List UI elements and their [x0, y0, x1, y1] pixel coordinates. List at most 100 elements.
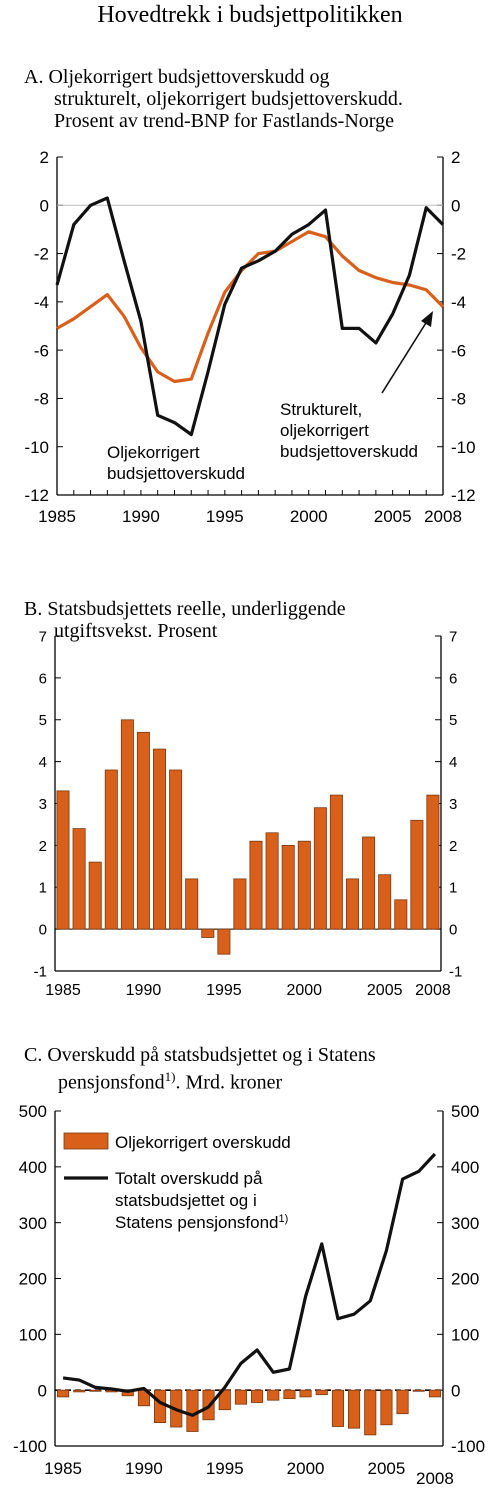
chart-b-bar: [426, 794, 440, 930]
chart-c-ytick-label-right: 0: [451, 1381, 460, 1400]
chart-b-ytick-label-left: 6: [39, 670, 47, 687]
chart-a-ytick-label-right: -6: [451, 341, 466, 360]
chart-b-bar: [249, 840, 263, 930]
chart-c-bar: [299, 1389, 312, 1398]
chart-c-bar: [380, 1389, 393, 1426]
chart-b-ytick-label-left: 4: [39, 754, 47, 771]
chart-b-xtick-label: 2000: [286, 982, 322, 999]
chart-c-bar: [412, 1389, 425, 1392]
chart-c-title-line-2: pensjonsfond: [58, 1071, 165, 1094]
chart-c-legend-line-label-2: statsbudsjettet og i: [115, 1191, 257, 1210]
chart-a-xtick-label: 2000: [290, 507, 328, 526]
chart-c-xtick-label: 2000: [287, 1459, 325, 1478]
chart-b-bar: [394, 899, 408, 930]
chart-a-ytick-label-right: -12: [451, 486, 476, 505]
chart-a-ytick-label-right: -4: [451, 293, 466, 312]
chart-c-title: C. Overskudd på statsbudsjettet og i Sta…: [24, 1044, 376, 1094]
chart-c-ytick-label-left: 400: [19, 1158, 47, 1177]
chart-b-bar: [152, 748, 166, 930]
chart-c-ytick-label-right: -100: [451, 1437, 485, 1456]
chart-c-bar: [234, 1389, 248, 1405]
chart-b-bar: [345, 878, 359, 930]
chart-a-ytick-label-right: -8: [451, 390, 466, 409]
chart-a-ytick-label-left: -12: [24, 486, 49, 505]
chart-c-xtick-label: 1990: [125, 1459, 163, 1478]
chart-a-xtick-label: 1990: [122, 507, 160, 526]
chart-a-series-label-1a: Oljekorrigert: [107, 443, 200, 462]
chart-a-series-label-2c: budsjettoverskudd: [280, 442, 418, 461]
chart-c-ytick-label-right: 500: [451, 1102, 479, 1121]
chart-c-bar: [331, 1389, 344, 1427]
chart-b-bar: [281, 845, 295, 930]
chart-c-ytick-label-left: 100: [19, 1325, 47, 1344]
chart-a-ytick-label-right: 2: [451, 148, 460, 167]
chart-a-ytick-label-left: 2: [40, 148, 49, 167]
chart-a-title-line-3: Prosent av trend-BNP for Fastlands-Norge: [54, 110, 394, 132]
chart-b-ytick-label-left: 5: [39, 712, 47, 729]
chart-a-title-line-2: strukturelt, oljekorrigert budsjettovers…: [54, 88, 403, 110]
chart-c-legend-line-label-3: Statens pensjonsfond1): [115, 1213, 288, 1232]
chart-b-bar: [72, 828, 86, 930]
chart-b-ytick-label-right: 6: [449, 670, 457, 687]
chart-c-xtick-label: 1985: [44, 1459, 82, 1478]
chart-b-xtick-label: 2008: [415, 982, 451, 999]
chart-c-bar: [73, 1389, 86, 1393]
chart-a-ytick-label-left: -4: [34, 293, 49, 312]
chart-b-bar: [104, 769, 118, 930]
chart-b-bar: [329, 794, 343, 930]
chart-c-ytick-label-right: 300: [451, 1214, 479, 1233]
chart-b-title: B. Statsbudsjettets reelle, underliggend…: [24, 598, 346, 642]
page-title: Hovedtrekk i budsjettpolitikken: [97, 2, 403, 28]
chart-b-title-line-2: utgiftsvekst. Prosent: [54, 620, 218, 642]
chart-c-title-line-2-suffix: . Mrd. kroner: [175, 1071, 283, 1094]
chart-c-xtick-label: 2005: [368, 1459, 406, 1478]
chart-c-title-footnote: 1): [164, 1069, 176, 1084]
chart-b-bar: [233, 878, 247, 930]
chart-b-bar: [362, 836, 376, 930]
chart-c-bar: [396, 1389, 409, 1415]
chart-b-ytick-label-right: 7: [449, 628, 457, 645]
chart-b-ytick-label-right: 0: [449, 922, 457, 939]
chart-a-ytick-label-right: -10: [451, 438, 476, 457]
chart-a-series-line-strukturelt: [56, 230, 445, 384]
chart-b-title-line-1: B. Statsbudsjettets reelle, underliggend…: [24, 598, 346, 620]
chart-b-bar: [378, 874, 392, 930]
chart-a-annotation-arrow-head: [421, 311, 433, 327]
chart-a-ytick-label-right: 0: [451, 196, 460, 215]
chart-b-xtick-label: 1985: [45, 982, 81, 999]
chart-b-ytick-label-right: -1: [449, 963, 462, 980]
chart-c-ytick-label-right: 100: [451, 1325, 479, 1344]
chart-a-ytick-label-left: -2: [34, 245, 49, 264]
chart-c-ytick-label-left: 0: [38, 1381, 47, 1400]
chart-b-xtick-label: 1995: [206, 982, 242, 999]
chart-a-ytick-label-left: 0: [40, 196, 49, 215]
chart-c-ytick-label-left: 200: [19, 1270, 47, 1289]
chart-b-ytick-label-left: 7: [39, 628, 47, 645]
chart-b-ytick-label-right: 1: [449, 880, 457, 897]
chart-c-bar: [364, 1389, 377, 1436]
chart-c-bar: [428, 1389, 441, 1398]
chart-a-series-label-2b: oljekorrigert: [280, 421, 369, 440]
chart-b-bar: [136, 731, 150, 930]
chart-b-ytick-label-left: 3: [39, 796, 47, 813]
chart-c-bar: [283, 1389, 296, 1399]
chart-b-ytick-label-left: 2: [39, 838, 47, 855]
chart-b-bar: [169, 769, 183, 930]
chart-b-bar: [120, 719, 134, 930]
chart-b-bar: [56, 790, 70, 930]
chart-b-ytick-label-left: -1: [34, 963, 47, 980]
chart-c-title-line-1: C. Overskudd på statsbudsjettet og i Sta…: [24, 1044, 376, 1066]
chart-a-annotation-arrow-line: [381, 317, 430, 394]
chart-a-xtick-label: 1985: [38, 507, 76, 526]
chart-b-bar: [201, 928, 215, 938]
chart-b: 7 7 6 6 5 5 4 4 3 3 2 2 1 1 0 0 -1 -1 1985 1990 1995 2000 2005…: [34, 628, 463, 999]
chart-a-xtick-label: 2005: [374, 507, 412, 526]
chart-c-ytick-label-right: 400: [451, 1158, 479, 1177]
chart-c-ytick-label-left: 300: [19, 1214, 47, 1233]
chart-a-ytick-label-right: -2: [451, 245, 466, 264]
chart-c-legend-footnote: 1): [279, 1213, 289, 1225]
chart-b-ytick-label-right: 4: [449, 754, 457, 771]
chart-b-bar: [297, 840, 311, 930]
chart-c-ytick-label-right: 200: [451, 1270, 479, 1289]
